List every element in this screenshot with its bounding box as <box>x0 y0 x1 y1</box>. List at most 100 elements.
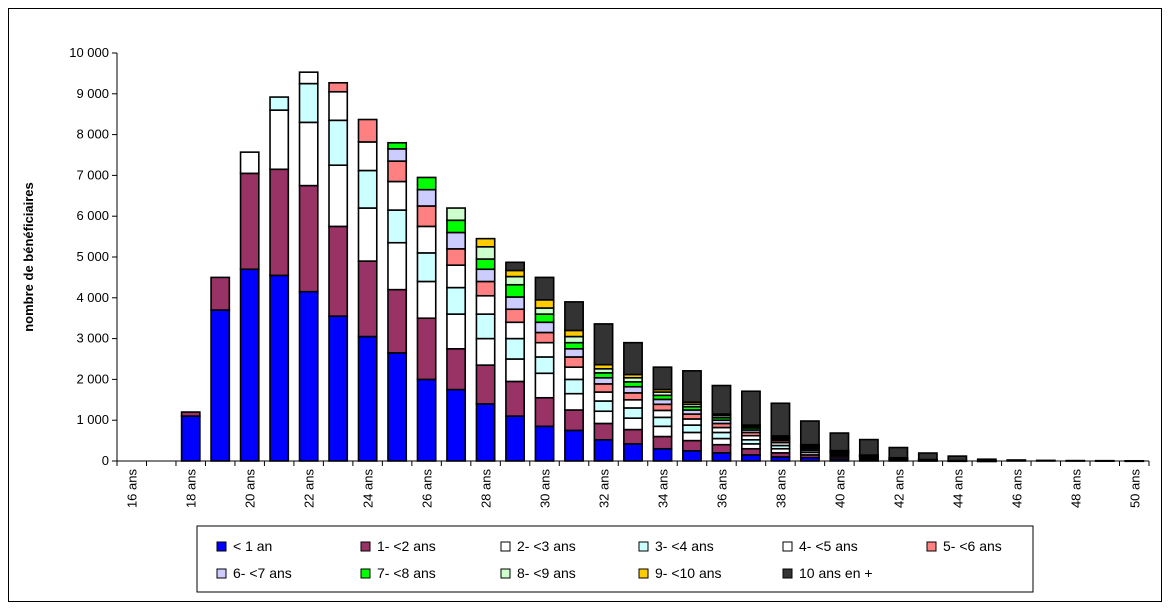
bar-segment <box>564 378 584 395</box>
bar-segment <box>269 168 290 277</box>
bar-segment <box>505 261 525 272</box>
bar-segment <box>328 119 349 167</box>
bar-segment <box>534 299 555 309</box>
bar-segment <box>534 321 555 334</box>
bar-segment <box>269 96 290 111</box>
bar-segment <box>387 160 408 183</box>
bar-segment <box>564 429 584 462</box>
bar-segment <box>770 402 791 437</box>
legend-label: 6- <7 ans <box>233 565 292 581</box>
legend-label: 4- <5 ans <box>799 538 858 554</box>
x-tick-label: 16 ans <box>125 469 140 509</box>
bar-segment <box>446 231 467 250</box>
bar-segment <box>269 274 290 462</box>
bar-segment <box>505 380 525 417</box>
bar-segment <box>564 301 584 332</box>
bar-segment <box>416 252 437 283</box>
bar-segment <box>387 288 408 354</box>
bar-segment <box>564 366 584 381</box>
bar-segment <box>269 109 290 171</box>
bar-segment <box>829 432 850 452</box>
bar-segment <box>1094 459 1115 462</box>
bar-segment <box>328 90 349 122</box>
bar-segment <box>1124 459 1145 463</box>
bar-segment <box>239 268 260 462</box>
x-tick-label: 44 ans <box>950 469 965 509</box>
bar-segment <box>475 337 496 366</box>
bar-segment <box>505 283 525 298</box>
bar-segment <box>623 398 643 409</box>
bar-segment <box>446 264 467 289</box>
legend-label: 8- <9 ans <box>517 565 576 581</box>
bar-segment <box>623 341 643 376</box>
legend-swatch <box>500 541 511 552</box>
bar-segment <box>652 366 673 391</box>
legend-label: 10 ans en + <box>799 565 873 581</box>
bar-segment <box>446 248 467 266</box>
bar-segment <box>741 454 761 462</box>
legend-label: < 1 an <box>233 538 272 554</box>
x-tick-label: 28 ans <box>479 469 494 509</box>
bar-segment <box>534 307 555 315</box>
legend-label: 3- <4 ans <box>655 538 714 554</box>
bar-segment <box>475 268 496 283</box>
legend-label: 9- <10 ans <box>655 565 722 581</box>
bar-segment <box>682 439 702 452</box>
bar-segment <box>416 378 437 462</box>
legend-swatch <box>782 541 793 552</box>
bar-segment <box>652 409 673 419</box>
bar-segment <box>416 317 437 381</box>
x-tick-label: 34 ans <box>655 469 670 509</box>
bar-segment <box>328 315 349 462</box>
bar-segment <box>593 410 614 425</box>
bar-segment <box>416 205 437 228</box>
y-tick-label: 2 000 <box>76 371 109 386</box>
bar-segment <box>446 388 467 462</box>
bar-segment <box>623 417 643 431</box>
bar-segment <box>564 329 584 338</box>
bar-segment <box>387 180 408 211</box>
bar-segment <box>387 209 408 244</box>
bar-segment <box>858 438 879 456</box>
bar-segment <box>682 418 702 426</box>
y-axis-title: nombre de bénéficiaires <box>21 182 36 332</box>
x-tick-label: 40 ans <box>832 469 847 509</box>
bar-segment <box>1035 459 1056 462</box>
bar-segment <box>534 313 555 324</box>
y-tick-label: 0 <box>102 453 109 468</box>
x-tick-label: 46 ans <box>1009 469 1024 509</box>
legend-swatch <box>216 541 227 552</box>
bar-segment <box>446 219 467 234</box>
bar-segment <box>180 411 201 417</box>
bar-segment <box>593 376 614 385</box>
bar-segment <box>475 258 496 271</box>
bar-segment <box>328 81 349 93</box>
y-tick-label: 8 000 <box>76 127 109 142</box>
x-tick-label: 48 ans <box>1068 469 1083 509</box>
bar-segment <box>593 383 614 393</box>
x-tick-label: 30 ans <box>538 469 553 509</box>
x-tick-label: 18 ans <box>184 469 199 509</box>
bar-segment <box>888 446 909 459</box>
bar-segment <box>799 420 820 446</box>
bar-segment <box>416 225 437 254</box>
bar-segment <box>534 356 555 375</box>
bar-segment <box>711 443 732 454</box>
bar-segment <box>593 400 614 413</box>
legend-label: 7- <8 ans <box>377 565 436 581</box>
x-tick-label: 26 ans <box>420 469 435 509</box>
bar-segment <box>534 331 555 344</box>
legend-label: 2- <3 ans <box>517 538 576 554</box>
bar-segment <box>328 225 349 317</box>
bar-segment <box>976 458 997 462</box>
bar-segment <box>711 437 732 446</box>
legend-swatch <box>216 568 227 579</box>
bar-segment <box>298 82 319 124</box>
bar-segment <box>328 164 349 228</box>
bar-segment <box>475 237 496 248</box>
bar-segment <box>711 452 732 462</box>
bar-segment <box>505 296 525 311</box>
bar-segment <box>298 71 319 85</box>
bar-segment <box>475 403 496 462</box>
x-tick-label: 22 ans <box>302 469 317 509</box>
